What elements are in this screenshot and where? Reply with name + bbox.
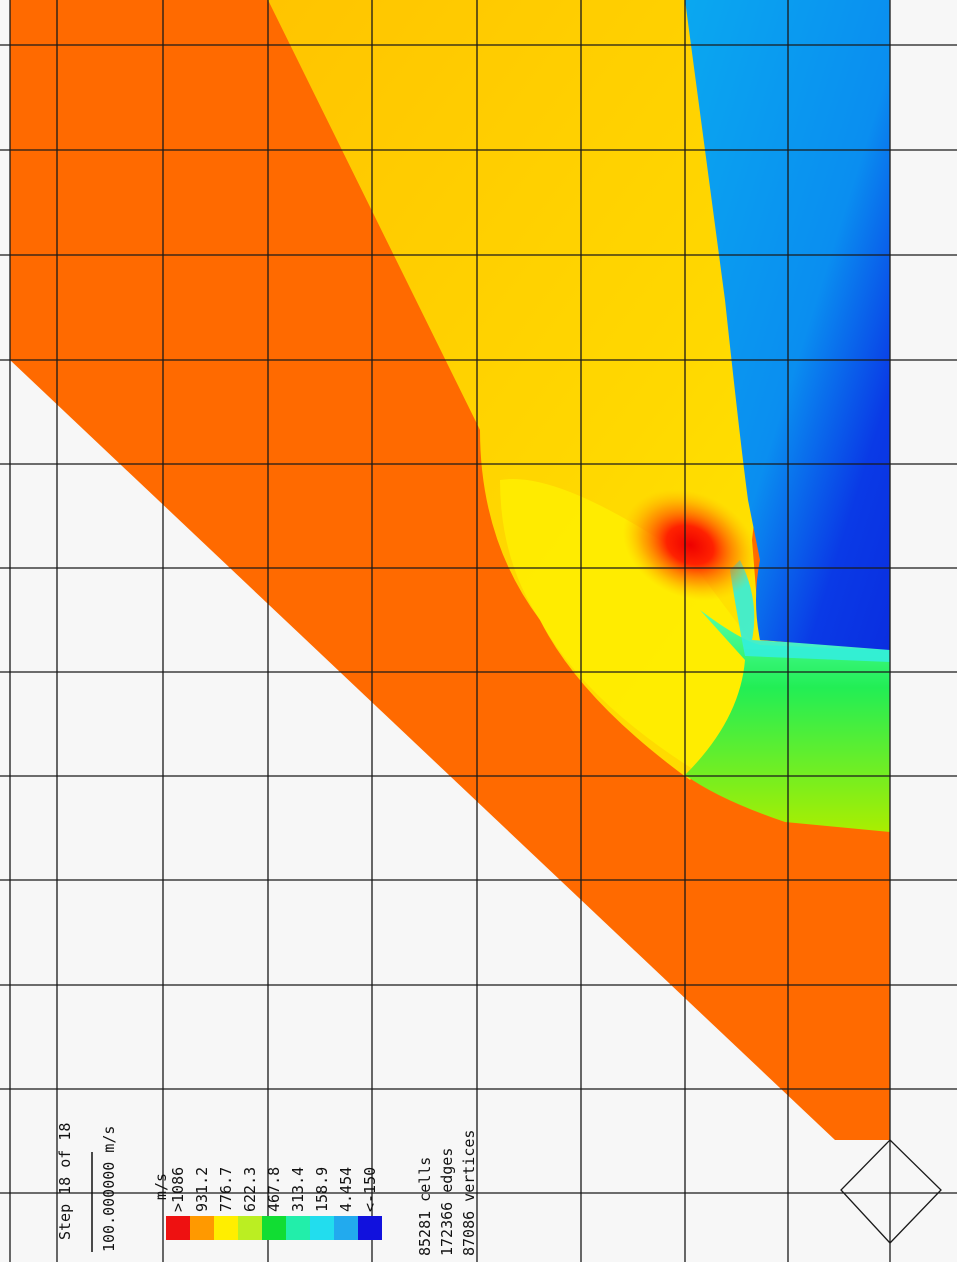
legend-swatches — [166, 1216, 382, 1240]
vertices-count: 87086 vertices — [460, 1130, 478, 1256]
legend-swatch — [214, 1216, 238, 1240]
legend-swatch — [358, 1216, 382, 1240]
legend-label: 622.3 — [241, 1167, 259, 1212]
legend-swatch — [238, 1216, 262, 1240]
compass-diamond-icon — [840, 1139, 942, 1244]
legend-label: 467.8 — [265, 1167, 283, 1212]
legend-swatch — [166, 1216, 190, 1240]
legend-swatch — [262, 1216, 286, 1240]
legend-label: 4.454 — [337, 1167, 355, 1212]
edges-count: 172366 edges — [438, 1148, 456, 1256]
yellow-pocket — [500, 479, 760, 780]
legend-label: <-150 — [361, 1167, 379, 1212]
legend-panel: Step 18 of 18 100.000000 m/s m/s >1086 93… — [56, 1123, 478, 1256]
legend-swatch — [190, 1216, 214, 1240]
legend-label: 931.2 — [193, 1167, 211, 1212]
legend-labels: >1086 931.2 776.7 622.3 467.8 313.4 158.9 4.454… — [169, 1167, 379, 1212]
legend-label: 776.7 — [217, 1167, 235, 1212]
cells-count: 85281 cells — [416, 1157, 434, 1256]
legend-swatch — [310, 1216, 334, 1240]
legend-swatch — [286, 1216, 310, 1240]
unit-label: m/s — [152, 1173, 170, 1200]
legend-swatch — [334, 1216, 358, 1240]
legend-label: 313.4 — [289, 1167, 307, 1212]
red-peak — [622, 489, 758, 601]
legend-label: >1086 — [169, 1167, 187, 1212]
legend-label: 158.9 — [313, 1167, 331, 1212]
cyan-band — [730, 560, 890, 662]
scale-label: 100.000000 m/s — [100, 1126, 118, 1252]
step-label: Step 18 of 18 — [56, 1123, 74, 1240]
